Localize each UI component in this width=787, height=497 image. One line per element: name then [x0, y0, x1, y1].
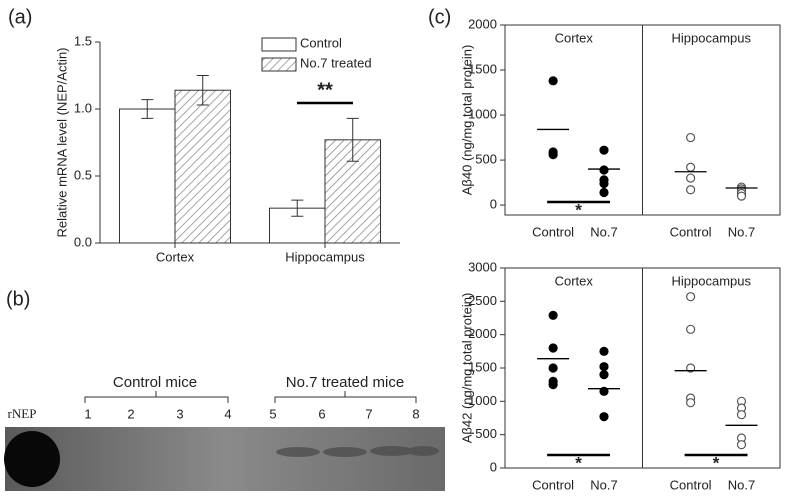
- bar: [174, 89, 231, 244]
- x-tick-label: Control: [670, 477, 712, 492]
- error-bar: [291, 199, 304, 217]
- y-tick-label: 0: [490, 197, 497, 212]
- annotation: **: [317, 79, 333, 101]
- y-tick-label: 0.0: [74, 234, 92, 249]
- lane-label: 8: [412, 406, 419, 421]
- y-tick-label: 1.5: [74, 33, 92, 48]
- data-point: [736, 410, 747, 420]
- data-point: [686, 324, 696, 334]
- lane-label: 3: [176, 406, 183, 421]
- x-tick-label: No.7: [590, 224, 617, 239]
- data-point: [599, 386, 609, 396]
- bracket: [84, 391, 229, 403]
- panel-title: Hippocampus: [672, 273, 752, 288]
- y-tick-label: 1000: [468, 106, 497, 121]
- y-tick-label: 500: [475, 152, 497, 167]
- y-axis-label: Aβ42 (ng/mg total protein): [459, 293, 474, 444]
- y-tick-label: 500: [475, 426, 497, 441]
- panel-label: (c): [428, 6, 451, 28]
- data-point: [736, 191, 747, 201]
- blot-bands: [276, 446, 439, 457]
- y-tick-label: 0: [490, 459, 497, 474]
- annotation: *: [575, 200, 582, 219]
- blot-band: [4, 431, 60, 487]
- y-axis-label: Relative mRNA level (NEP/Actin): [54, 48, 69, 238]
- data-point: [548, 343, 558, 353]
- data-point: [686, 132, 696, 143]
- data-point: [548, 380, 558, 390]
- data-point: [599, 412, 609, 422]
- data-point: [548, 310, 558, 320]
- x-tick-label: Control: [532, 477, 574, 492]
- x-tick-label: Control: [532, 224, 574, 239]
- error-bar: [346, 117, 359, 162]
- error-bar: [196, 75, 209, 106]
- x-tick-label: Control: [670, 224, 712, 239]
- panel-label: (a): [8, 6, 32, 28]
- error-bar: [141, 99, 154, 119]
- y-tick-label: 2000: [468, 326, 497, 341]
- panel-title: Cortex: [555, 30, 594, 45]
- data-point: [686, 292, 696, 302]
- data-point: [599, 370, 609, 380]
- data-point: [599, 362, 609, 372]
- bar: [119, 108, 176, 244]
- data-point: [599, 165, 609, 175]
- data-point: [599, 187, 609, 198]
- lane-label: rNEP: [8, 406, 37, 421]
- y-tick-label: 1500: [468, 61, 497, 76]
- x-tick-label: Cortex: [156, 249, 195, 264]
- annotation: *: [575, 453, 582, 472]
- y-tick-label: 2000: [468, 16, 497, 31]
- annotation: *: [713, 453, 720, 472]
- lane-label: 7: [365, 406, 372, 421]
- legend-label: Control: [300, 35, 342, 50]
- x-tick-label: Hippocampus: [285, 249, 365, 264]
- panel-label: (b): [6, 288, 30, 310]
- data-point: [686, 173, 696, 183]
- group-label: Control mice: [113, 374, 197, 391]
- data-point: [686, 185, 696, 195]
- data-point: [686, 162, 696, 172]
- x-tick-label: No.7: [728, 224, 755, 239]
- lane-label: 2: [127, 406, 134, 421]
- data-point: [548, 76, 558, 86]
- x-tick-label: No.7: [728, 477, 755, 492]
- panel-title: Hippocampus: [672, 30, 752, 45]
- data-point: [736, 440, 747, 450]
- legend-swatch: [261, 37, 297, 52]
- data-point: [599, 178, 609, 189]
- data-point: [548, 363, 558, 373]
- group-label: No.7 treated mice: [286, 374, 404, 391]
- blot-image: [5, 427, 445, 491]
- lane-label: 6: [318, 406, 325, 421]
- lane-label: 5: [269, 406, 276, 421]
- data-point: [686, 363, 696, 373]
- y-tick-label: 1.0: [74, 100, 92, 115]
- lane-label: 1: [84, 406, 91, 421]
- bracket: [274, 391, 417, 403]
- y-tick-label: 0.5: [74, 167, 92, 182]
- data-point: [599, 145, 609, 155]
- data-point: [599, 346, 609, 356]
- y-tick-label: 1000: [468, 393, 497, 408]
- legend-swatch: [261, 57, 297, 72]
- y-tick-label: 3000: [468, 259, 497, 274]
- y-tick-label: 1500: [468, 359, 497, 374]
- panel-title: Cortex: [555, 273, 594, 288]
- y-tick-label: 2500: [468, 293, 497, 308]
- y-axis-label: Aβ40 (ng/mg total protein): [459, 45, 474, 196]
- lane-label: 4: [224, 406, 231, 421]
- data-point: [686, 398, 696, 408]
- x-tick-label: No.7: [590, 477, 617, 492]
- data-point: [548, 150, 558, 160]
- legend-label: No.7 treated: [300, 55, 372, 70]
